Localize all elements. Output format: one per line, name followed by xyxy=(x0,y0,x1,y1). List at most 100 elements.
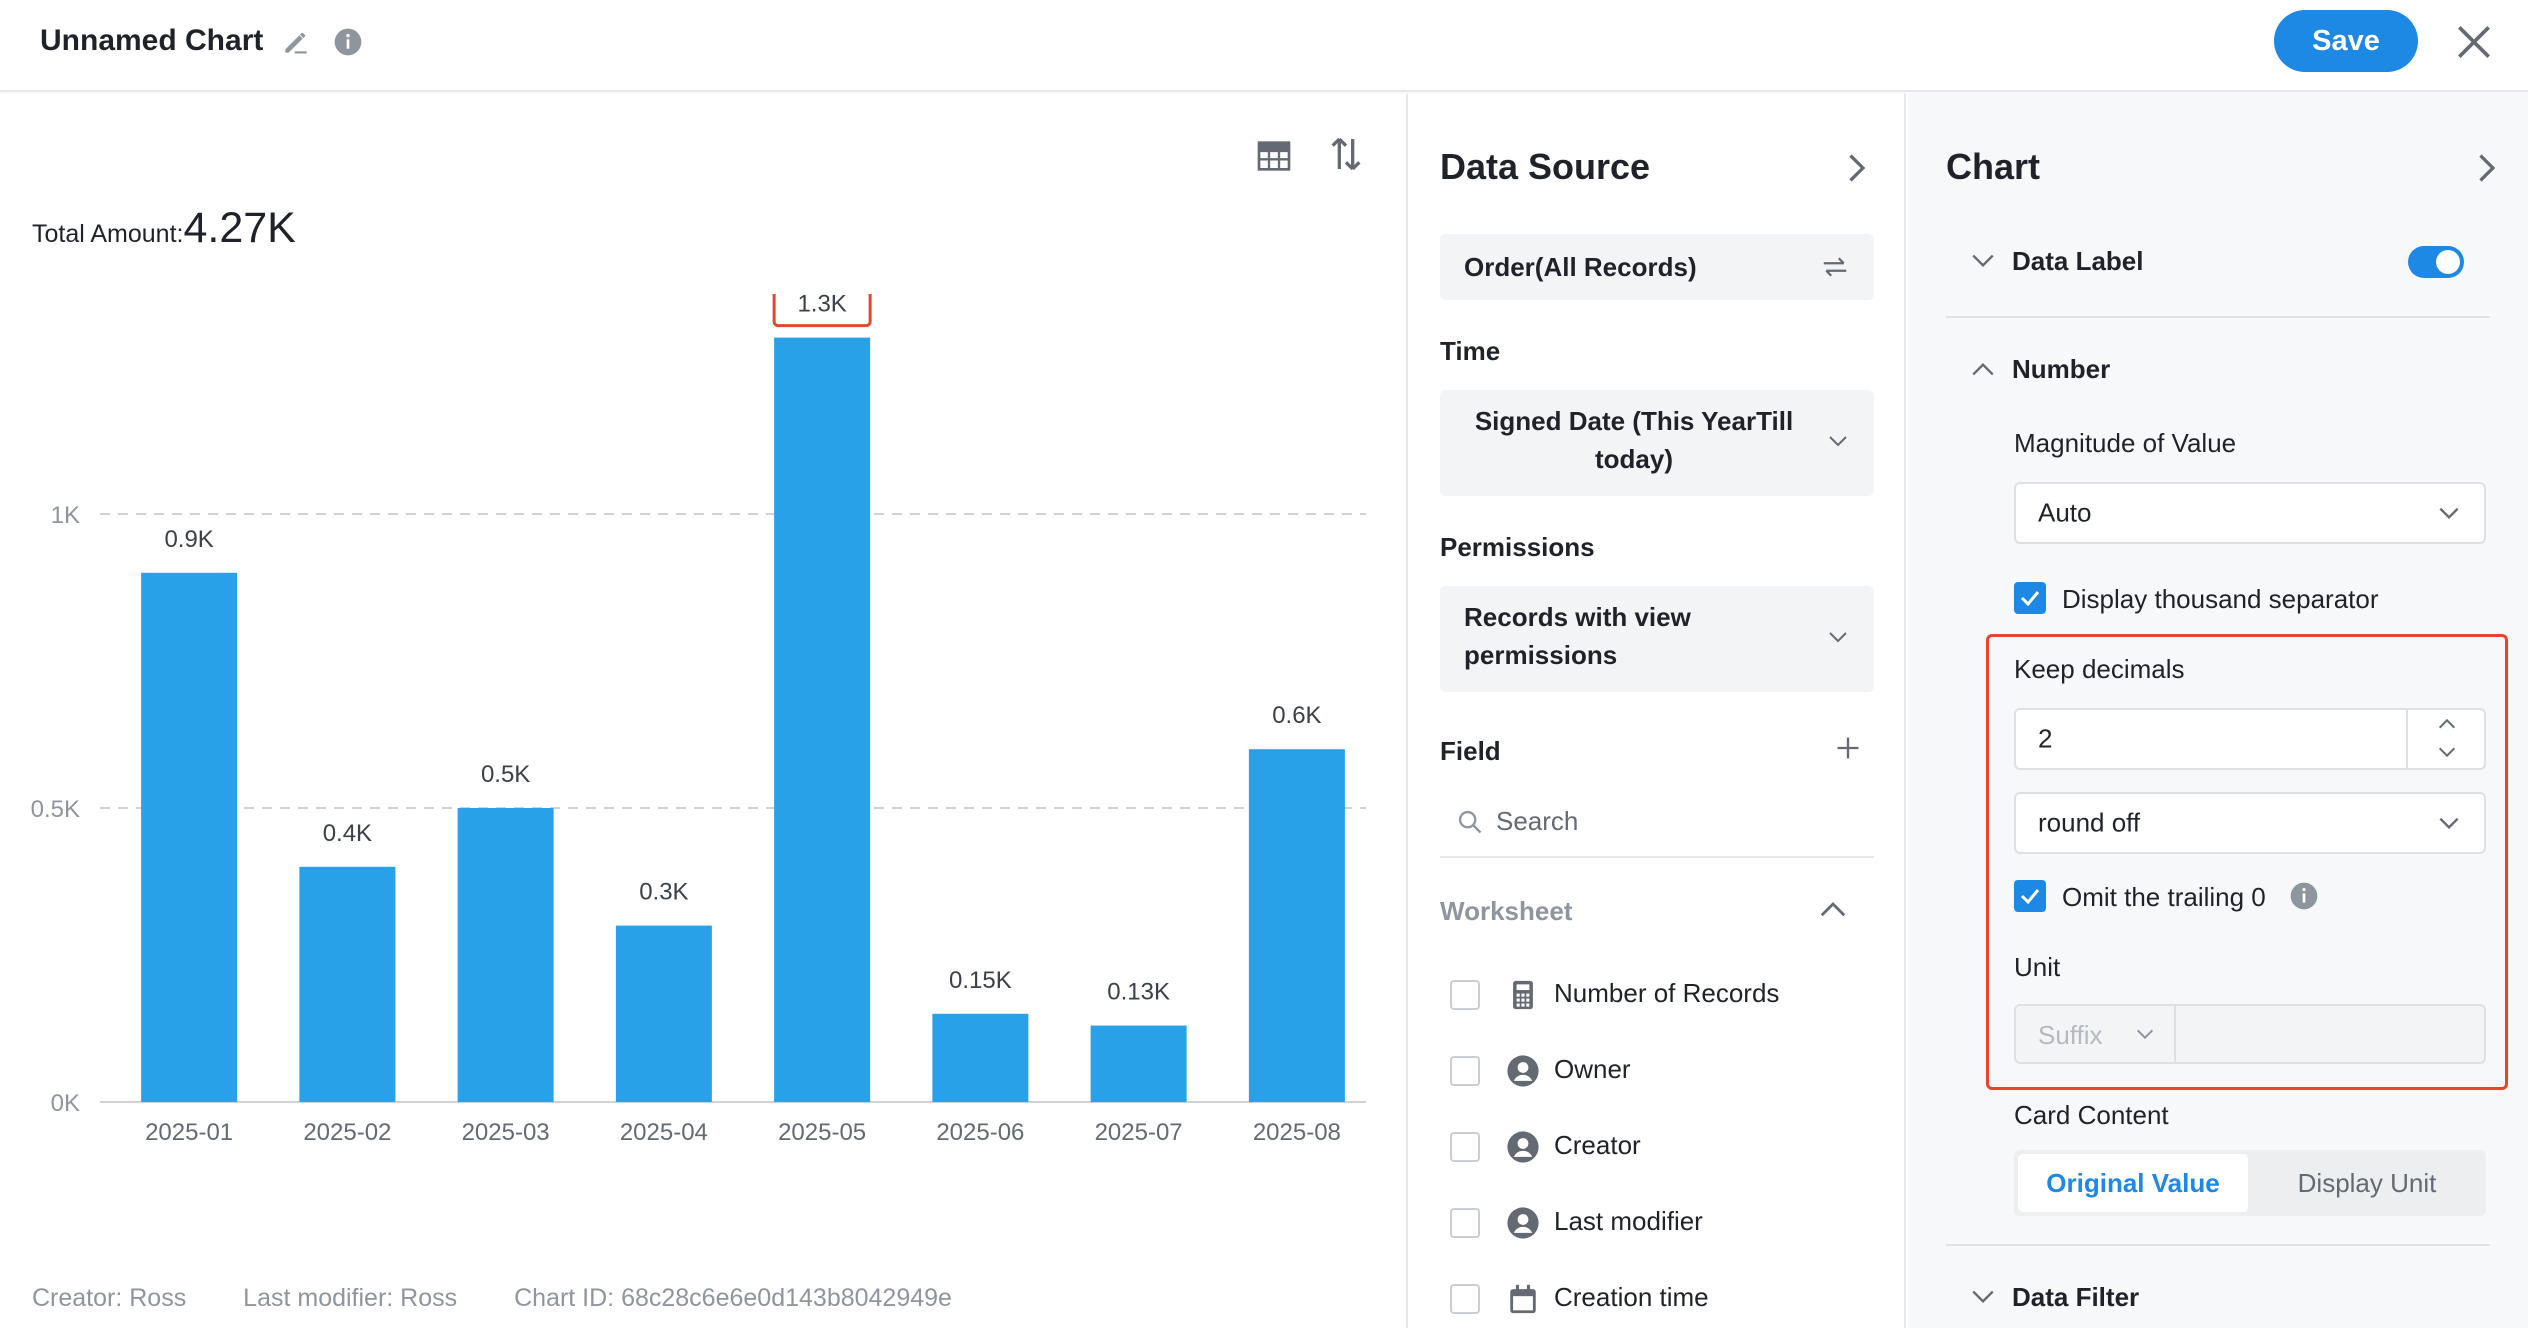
source-value: Order(All Records) xyxy=(1464,252,1697,282)
thousand-separator-checkbox[interactable] xyxy=(2014,582,2046,614)
chevron-down-icon xyxy=(2439,507,2459,520)
data-label-highlight-box xyxy=(772,294,872,328)
decrement-icon[interactable] xyxy=(2436,744,2458,760)
magnitude-label: Magnitude of Value xyxy=(2014,428,2237,458)
total-amount: Total Amount:4.27K xyxy=(32,204,296,253)
bar xyxy=(615,925,712,1102)
source-selector[interactable]: Order(All Records) xyxy=(1440,234,1874,300)
chevron-down-icon[interactable] xyxy=(1970,1288,1996,1306)
user-icon xyxy=(1507,1055,1539,1087)
unit-position-select[interactable]: Suffix xyxy=(2016,1006,2176,1062)
data-source-title: Data Source xyxy=(1440,146,1651,187)
bar-chart: 0K0.5K1K1.5K0.9K2025-010.4K2025-020.5K20… xyxy=(31,294,1366,1146)
add-field-icon[interactable] xyxy=(1834,734,1862,762)
data-label-toggle[interactable] xyxy=(2408,246,2464,278)
x-tick-label: 2025-06 xyxy=(936,1119,1024,1146)
field-item-label: Number of Records xyxy=(1554,978,1780,1008)
chevron-down-icon xyxy=(1829,632,1847,643)
unit-input-group: Suffix xyxy=(2014,1004,2486,1064)
info-icon[interactable] xyxy=(332,26,364,58)
field-checkbox[interactable] xyxy=(1450,1284,1480,1314)
edit-pencil-icon[interactable] xyxy=(280,26,312,58)
unit-label: Unit xyxy=(2014,952,2061,982)
search-placeholder: Search xyxy=(1496,806,1579,836)
calendar-icon xyxy=(1510,1284,1536,1314)
chevron-down-icon xyxy=(2439,817,2459,830)
field-item-label: Last modifier xyxy=(1554,1206,1703,1236)
save-button[interactable]: Save xyxy=(2274,10,2418,72)
rounding-select[interactable]: round off xyxy=(2014,792,2486,854)
field-item-creation-time[interactable]: Creation time xyxy=(1450,1274,1870,1324)
chevron-down-icon xyxy=(1829,436,1847,447)
x-tick-label: 2025-01 xyxy=(145,1119,233,1146)
field-item-last-modifier[interactable]: Last modifier xyxy=(1450,1198,1870,1248)
bar xyxy=(141,572,238,1102)
card-content-segmented: Original Value Display Unit xyxy=(2014,1150,2486,1216)
collapse-data-source-icon[interactable] xyxy=(1842,150,1870,186)
check-icon xyxy=(2020,591,2040,607)
rounding-value: round off xyxy=(2038,807,2141,838)
data-label: 0.13K xyxy=(1107,979,1170,1006)
field-item-label: Creation time xyxy=(1554,1282,1709,1312)
field-item-owner[interactable]: Owner xyxy=(1450,1046,1870,1096)
modifier-text: Last modifier: Ross xyxy=(243,1284,458,1312)
table-view-icon[interactable] xyxy=(1254,136,1294,176)
decimals-stepper[interactable]: 2 xyxy=(2014,708,2486,770)
data-label: 0.4K xyxy=(323,820,372,847)
unit-text-input[interactable] xyxy=(2178,1006,2484,1062)
field-checkbox[interactable] xyxy=(1450,1056,1480,1086)
search-icon xyxy=(1458,810,1482,834)
total-amount-value: 4.27K xyxy=(183,204,296,252)
x-tick-label: 2025-07 xyxy=(1095,1119,1183,1146)
field-item-number-of-records[interactable]: Number of Records xyxy=(1450,970,1870,1020)
field-checkbox[interactable] xyxy=(1450,1208,1480,1238)
user-icon xyxy=(1507,1207,1539,1239)
field-item-label: Creator xyxy=(1554,1130,1641,1160)
chart-footer: Creator: Ross Last modifier: Ross Chart … xyxy=(32,1284,1002,1313)
top-bar: Unnamed Chart Save xyxy=(0,0,2528,92)
total-amount-label: Total Amount: xyxy=(32,220,184,248)
time-selector[interactable]: Signed Date (This YearTill today) xyxy=(1440,390,1874,496)
omit-trailing-zero-checkbox[interactable] xyxy=(2014,880,2046,912)
chart-id-text: Chart ID: 68c28c6e6e0d143b8042949e xyxy=(514,1284,952,1312)
field-search[interactable]: Search xyxy=(1440,792,1874,858)
bar xyxy=(1248,749,1345,1102)
field-checkbox[interactable] xyxy=(1450,1132,1480,1162)
collapse-config-icon[interactable] xyxy=(2472,150,2500,186)
original-value-option[interactable]: Original Value xyxy=(2018,1154,2248,1212)
number-section-title: Number xyxy=(2012,354,2111,384)
x-tick-label: 2025-04 xyxy=(620,1119,708,1146)
info-icon[interactable] xyxy=(2288,880,2320,912)
display-unit-option[interactable]: Display Unit xyxy=(2297,1168,2437,1198)
bar xyxy=(299,866,396,1102)
thousand-separator-label: Display thousand separator xyxy=(2062,584,2379,614)
field-item-label: Owner xyxy=(1554,1054,1631,1084)
keep-decimals-label: Keep decimals xyxy=(2014,654,2185,684)
chevron-down-icon[interactable] xyxy=(1970,252,1996,270)
close-icon[interactable] xyxy=(2452,20,2496,64)
time-label: Time xyxy=(1440,336,1501,366)
chevron-up-icon[interactable] xyxy=(1818,898,1848,920)
increment-icon[interactable] xyxy=(2436,716,2458,732)
permissions-value-line2: permissions xyxy=(1464,640,1618,670)
sort-icon[interactable] xyxy=(1326,132,1366,176)
magnitude-select[interactable]: Auto xyxy=(2014,482,2486,544)
chart-preview-pane: Total Amount:4.27K 0K0.5K1K1.5K0.9K2025-… xyxy=(0,94,1406,1328)
data-source-pane: Data Source Order(All Records) Time Sign… xyxy=(1406,94,1906,1328)
y-tick-label: 1K xyxy=(51,502,80,529)
switch-source-icon[interactable] xyxy=(1820,254,1850,280)
calculator-icon xyxy=(1513,980,1533,1010)
chart-title[interactable]: Unnamed Chart xyxy=(40,24,264,57)
user-icon xyxy=(1507,1131,1539,1163)
chevron-up-icon[interactable] xyxy=(1970,360,1996,378)
decimals-highlight-box xyxy=(1986,634,2508,1090)
stepper-controls xyxy=(2406,710,2484,768)
x-tick-label: 2025-03 xyxy=(462,1119,550,1146)
x-tick-label: 2025-02 xyxy=(303,1119,391,1146)
x-tick-label: 2025-08 xyxy=(1253,1119,1341,1146)
field-checkbox[interactable] xyxy=(1450,980,1480,1010)
card-content-label: Card Content xyxy=(2014,1100,2169,1130)
permissions-selector[interactable]: Records with view permissions xyxy=(1440,586,1874,692)
field-item-creator[interactable]: Creator xyxy=(1450,1122,1870,1172)
bar xyxy=(774,337,871,1103)
